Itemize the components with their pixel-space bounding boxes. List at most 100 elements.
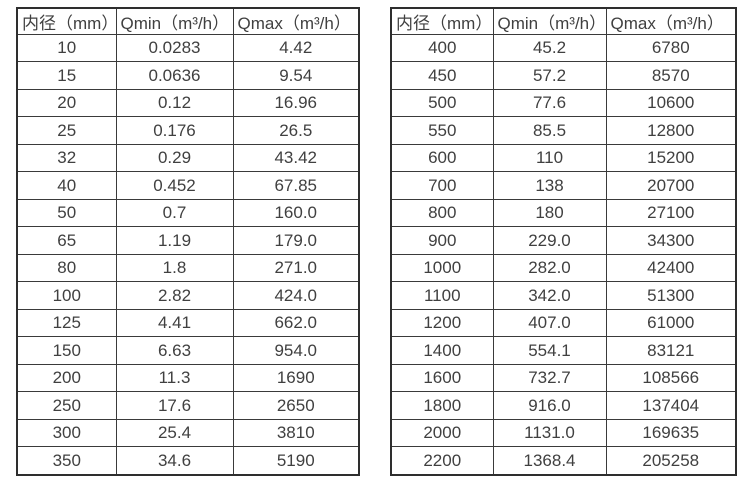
table-body: 10 0.0283 4.42 15 0.0636 9.54 20 0.12 16.96 25 0.1… [16, 33, 360, 476]
table-cell: 300 [16, 418, 117, 448]
table-row: 500 77.6 10600 [390, 88, 737, 118]
table-row: 1200 407.0 61000 [390, 308, 737, 338]
table-cell: 229.0 [492, 226, 607, 255]
table-cell: 450 [390, 61, 494, 90]
flow-table-left: 内径（mm） Qmin（m³/h） Qmax（m³/h） 10 0.0283 4.4… [16, 7, 360, 476]
table-cell: 954.0 [232, 336, 360, 365]
table-cell: 12800 [605, 116, 737, 145]
table-cell: 900 [390, 226, 494, 255]
table-cell: 11.3 [115, 363, 234, 393]
header-qmax: Qmax（m³/h） [605, 7, 737, 35]
table-row: 100 2.82 424.0 [16, 281, 360, 310]
table-cell: 500 [390, 88, 494, 118]
table-cell: 125 [16, 308, 117, 338]
table-cell: 0.0283 [115, 33, 234, 63]
table-cell: 2200 [390, 446, 494, 476]
table-cell: 25 [16, 116, 117, 145]
table-cell: 271.0 [232, 253, 360, 283]
table-cell: 1368.4 [492, 446, 607, 476]
table-row: 25 0.176 26.5 [16, 116, 360, 145]
table-cell: 85.5 [492, 116, 607, 145]
table-cell: 43.42 [232, 143, 360, 173]
table-cell: 26.5 [232, 116, 360, 145]
table-cell: 916.0 [492, 391, 607, 420]
table-cell: 77.6 [492, 88, 607, 118]
table-cell: 34.6 [115, 446, 234, 476]
table-cell: 25.4 [115, 418, 234, 448]
table-row: 20 0.12 16.96 [16, 88, 360, 118]
table-cell: 0.176 [115, 116, 234, 145]
table-header-row: 内径（mm） Qmin（m³/h） Qmax（m³/h） [16, 7, 360, 35]
table-row: 550 85.5 12800 [390, 116, 737, 145]
table-cell: 100 [16, 281, 117, 310]
table-cell: 1600 [390, 363, 494, 393]
table-cell: 51300 [605, 281, 737, 310]
table-cell: 138 [492, 171, 607, 200]
header-qmax: Qmax（m³/h） [232, 7, 360, 35]
table-row: 1100 342.0 51300 [390, 281, 737, 310]
table-row: 15 0.0636 9.54 [16, 61, 360, 90]
table-cell: 1.8 [115, 253, 234, 283]
table-cell: 27100 [605, 198, 737, 228]
table-row: 32 0.29 43.42 [16, 143, 360, 173]
header-qmin: Qmin（m³/h） [492, 7, 607, 35]
table-cell: 1100 [390, 281, 494, 310]
table-cell: 83121 [605, 336, 737, 365]
table-cell: 10 [16, 33, 117, 63]
table-cell: 200 [16, 363, 117, 393]
table-cell: 15200 [605, 143, 737, 173]
table-row: 10 0.0283 4.42 [16, 33, 360, 63]
table-cell: 350 [16, 446, 117, 476]
table-cell: 5190 [232, 446, 360, 476]
table-cell: 50 [16, 198, 117, 228]
table-cell: 137404 [605, 391, 737, 420]
table-cell: 4.41 [115, 308, 234, 338]
table-cell: 2000 [390, 418, 494, 448]
table-row: 250 17.6 2650 [16, 391, 360, 420]
table-cell: 179.0 [232, 226, 360, 255]
table-cell: 0.0636 [115, 61, 234, 90]
table-row: 40 0.452 67.85 [16, 171, 360, 200]
table-cell: 205258 [605, 446, 737, 476]
header-inner-diameter: 内径（mm） [16, 7, 117, 35]
table-cell: 1.19 [115, 226, 234, 255]
table-cell: 732.7 [492, 363, 607, 393]
table-cell: 45.2 [492, 33, 607, 63]
table-row: 2200 1368.4 205258 [390, 446, 737, 476]
table-row: 150 6.63 954.0 [16, 336, 360, 365]
table-row: 65 1.19 179.0 [16, 226, 360, 255]
table-row: 200 11.3 1690 [16, 363, 360, 393]
table-cell: 662.0 [232, 308, 360, 338]
table-cell: 282.0 [492, 253, 607, 283]
table-cell: 1400 [390, 336, 494, 365]
table-cell: 80 [16, 253, 117, 283]
table-cell: 250 [16, 391, 117, 420]
table-cell: 15 [16, 61, 117, 90]
table-cell: 17.6 [115, 391, 234, 420]
table-row: 600 110 15200 [390, 143, 737, 173]
table-cell: 1200 [390, 308, 494, 338]
table-cell: 20700 [605, 171, 737, 200]
table-row: 1400 554.1 83121 [390, 336, 737, 365]
table-cell: 42400 [605, 253, 737, 283]
table-cell: 554.1 [492, 336, 607, 365]
table-cell: 57.2 [492, 61, 607, 90]
table-cell: 108566 [605, 363, 737, 393]
table-cell: 1690 [232, 363, 360, 393]
table-row: 450 57.2 8570 [390, 61, 737, 90]
table-cell: 150 [16, 336, 117, 365]
table-cell: 424.0 [232, 281, 360, 310]
table-cell: 9.54 [232, 61, 360, 90]
header-qmin: Qmin（m³/h） [115, 7, 234, 35]
table-cell: 180 [492, 198, 607, 228]
table-cell: 700 [390, 171, 494, 200]
table-row: 800 180 27100 [390, 198, 737, 228]
table-cell: 34300 [605, 226, 737, 255]
table-row: 1000 282.0 42400 [390, 253, 737, 283]
table-cell: 0.452 [115, 171, 234, 200]
table-cell: 550 [390, 116, 494, 145]
table-cell: 8570 [605, 61, 737, 90]
table-cell: 800 [390, 198, 494, 228]
table-cell: 1800 [390, 391, 494, 420]
